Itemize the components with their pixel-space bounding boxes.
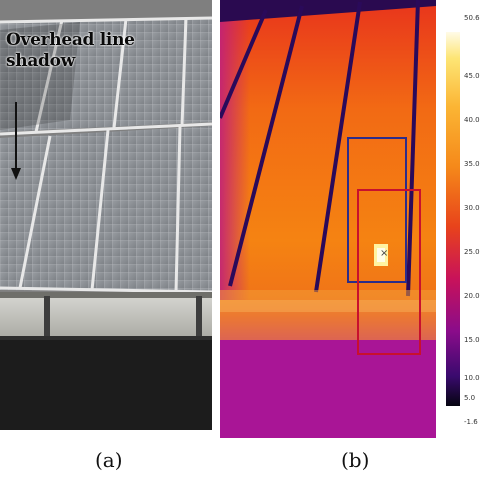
down-arrow-icon [11, 102, 21, 180]
scale-tick: 45.0 [464, 72, 480, 80]
scale-bottom-label: -1.6 °C [464, 418, 480, 426]
scale-tick: 5.0 [464, 394, 476, 402]
scale-tick: 10.0 [464, 374, 480, 382]
scale-top-label: 50.6 °C [464, 14, 480, 22]
scale-tick: 20.0 [464, 292, 480, 300]
scale-tick: 40.0 [464, 116, 480, 124]
shadow-annotation: Overhead line shadow [6, 30, 146, 72]
thermal-panel-b: × [220, 0, 436, 438]
temperature-scale: 50.6 °C 45.0 40.0 35.0 30.0 25.0 20.0 15… [444, 0, 480, 438]
caption-b: (b) [341, 448, 370, 472]
thermal-image [220, 0, 436, 438]
scale-tick: 30.0 [464, 204, 480, 212]
scale-tick: 25.0 [464, 248, 480, 256]
scale-bar [446, 32, 460, 406]
caption-a: (a) [95, 448, 123, 472]
scale-tick: 15.0 [464, 336, 480, 344]
scale-tick: 35.0 [464, 160, 480, 168]
annotation-line-1: Overhead line [6, 30, 135, 50]
annotation-line-2: shadow [6, 51, 76, 71]
solar-panels-photo [0, 0, 212, 430]
hotspot-marker: × [380, 248, 389, 259]
photo-panel-a: Overhead line shadow [0, 0, 212, 430]
